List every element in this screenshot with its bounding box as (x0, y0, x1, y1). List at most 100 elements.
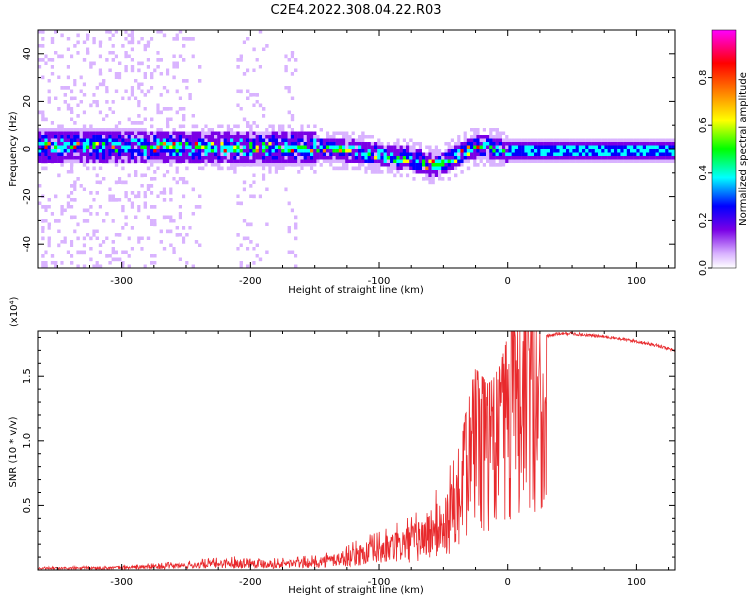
spectrogram-cell (60, 222, 64, 227)
spectrogram-cell (124, 37, 128, 41)
spectrogram-cell (50, 40, 55, 45)
spectrogram-cell (383, 142, 387, 146)
spectrogram-cell (649, 159, 653, 164)
spectrogram-cell (92, 47, 96, 52)
spectrogram-cell (108, 86, 112, 90)
spectrogram-cell (671, 159, 675, 164)
spectrogram-cell (153, 58, 157, 62)
spectrogram-cell (402, 138, 407, 143)
spectrogram-cell (188, 138, 192, 143)
spectrogram-cell (130, 142, 135, 146)
spectrogram-cell (38, 47, 42, 52)
spectrogram-cell (262, 194, 266, 199)
spectrogram-cell (214, 131, 218, 136)
spectrogram-cell (265, 142, 269, 146)
spectrogram-cell (473, 131, 477, 136)
spectrogram-cell (585, 142, 589, 146)
spectrogram-cell (386, 149, 391, 153)
spectrogram-cell (306, 163, 311, 167)
spectrogram-cell (255, 166, 259, 171)
spectrogram-cell (268, 194, 272, 199)
spectrogram-cell (210, 156, 215, 160)
spectrogram-cell (242, 44, 247, 48)
spectrogram-cell (194, 156, 199, 160)
spectrogram-cell (66, 110, 71, 115)
spectrogram-cell (377, 145, 381, 150)
spectrogram-cell (617, 156, 621, 160)
spectrogram-cell (294, 177, 298, 181)
spectrogram-cell (47, 166, 51, 171)
spectrogram-cell (146, 110, 151, 115)
spectrogram-cell (159, 58, 163, 62)
spectrogram-cell (210, 163, 215, 167)
spectrogram-cell (92, 33, 96, 38)
spectrogram-cell (402, 166, 407, 171)
spectrogram-cell (153, 107, 157, 111)
spectrogram-cell (44, 215, 48, 220)
spectrogram-cell (118, 149, 122, 153)
spectrogram-cell (137, 240, 141, 244)
spectrogram-cell (143, 135, 147, 139)
spectrogram-cell (169, 107, 173, 111)
spectrogram-cell (338, 163, 343, 167)
spectrogram-cell (537, 138, 541, 143)
spectrogram-cell (146, 212, 151, 216)
spectrogram-cell (418, 173, 423, 178)
spectrogram-cell (338, 152, 343, 157)
spectrogram-cell (92, 61, 96, 66)
spectrogram-cell (124, 82, 128, 87)
spectrogram-cell (60, 124, 64, 129)
spectrogram-cell (233, 61, 237, 66)
spectrogram-cell (348, 131, 352, 136)
spectrogram-cell (114, 264, 119, 268)
spectrogram-cell (98, 254, 103, 258)
spectrogram-cell (92, 68, 96, 73)
spectrogram-cell (60, 205, 64, 209)
spectrogram-cell (262, 54, 266, 59)
spectrogram-cell (418, 166, 423, 171)
spectrogram-cell (188, 37, 192, 41)
spectrogram-cell (290, 117, 295, 122)
spectrogram-cell (137, 184, 141, 188)
spectrogram-cell (425, 159, 429, 164)
spectrogram-cell (175, 72, 179, 76)
spectrogram-cell (610, 145, 615, 150)
spectrogram-cell (406, 152, 410, 157)
spectrogram-cell (124, 51, 128, 55)
spectrogram-cell (265, 229, 269, 234)
spectrogram-cell (463, 138, 467, 143)
spectrogram-cell (262, 138, 266, 143)
spectrogram-cell (166, 159, 170, 164)
spectrogram-cell (399, 145, 403, 150)
spectrogram-cell (143, 47, 147, 52)
spectrogram-cell (76, 58, 80, 62)
spectrogram-cell (508, 142, 512, 146)
spectrogram-cell (406, 163, 410, 167)
spectrogram-cell (178, 236, 183, 241)
spectrogram-cell (44, 149, 48, 153)
spectrogram-cell (511, 145, 515, 150)
spectrogram-cell (358, 156, 362, 160)
spectrogram-cell (306, 124, 311, 129)
spectrogram-cell (633, 145, 637, 150)
spectrogram-cell (370, 138, 375, 143)
spectrogram-cell (124, 194, 128, 199)
spectrogram-cell (47, 54, 51, 59)
spectrogram-cell (89, 142, 93, 146)
spectrogram-cell (86, 89, 90, 94)
spectrogram-cell (268, 145, 272, 150)
spectrogram-cell (316, 159, 320, 164)
snr-x-tick-label: 100 (627, 577, 646, 588)
spectrogram-cell (476, 131, 480, 136)
spectrogram-cell (198, 198, 202, 202)
spectrogram-cell (70, 117, 74, 122)
spectrogram-cell (249, 93, 253, 97)
spectrogram-cell (374, 166, 378, 171)
spectrogram-cell (367, 156, 371, 160)
spectrogram-cell (585, 159, 589, 164)
spectrogram-cell (198, 152, 202, 157)
spectrogram-cell (60, 145, 64, 150)
spectrogram-cell (89, 131, 93, 136)
spectrogram-cell (102, 240, 106, 244)
spectrogram-cell (364, 138, 368, 143)
